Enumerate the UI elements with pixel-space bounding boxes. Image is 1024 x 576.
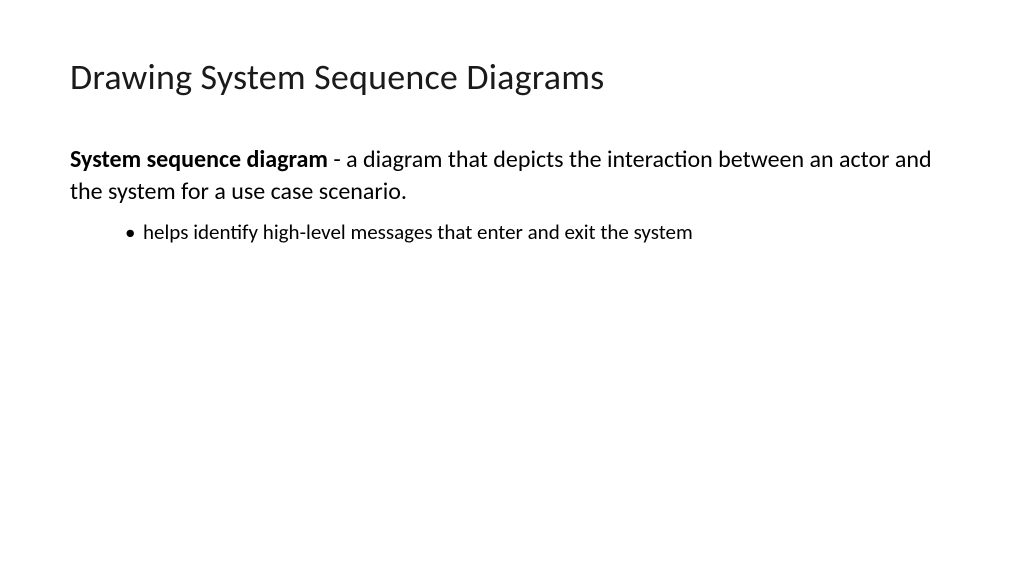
list-item: helps identify high-level messages that … bbox=[125, 219, 954, 246]
definition-term: System sequence diagram bbox=[70, 145, 328, 174]
definition-paragraph: System sequence diagram - a diagram that… bbox=[70, 144, 954, 209]
bullet-list: helps identify high-level messages that … bbox=[70, 219, 954, 246]
slide-title: Drawing System Sequence Diagrams bbox=[70, 55, 954, 99]
